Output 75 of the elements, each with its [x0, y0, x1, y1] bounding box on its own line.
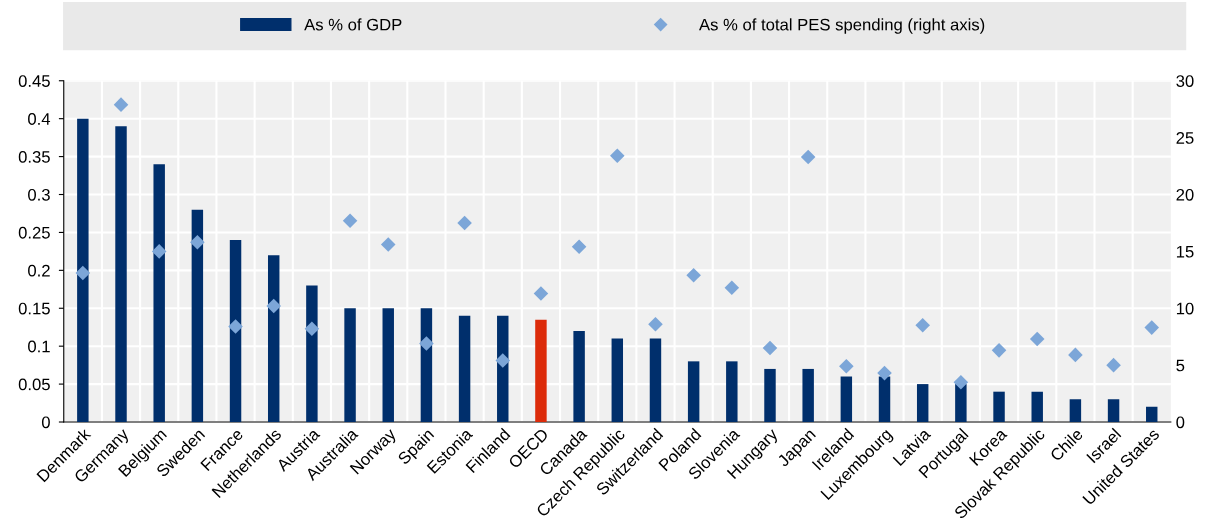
- point: [419, 336, 434, 351]
- point: [724, 280, 740, 296]
- point: [75, 265, 91, 281]
- y-tick-label: 0.1: [28, 340, 50, 353]
- point: [1029, 331, 1045, 347]
- y-tick-label: 0.45: [18, 75, 50, 87]
- point: [1106, 357, 1121, 373]
- bar: [611, 338, 624, 423]
- point: [151, 244, 167, 259]
- bar: [916, 384, 929, 423]
- bar: [955, 384, 967, 423]
- bar: [191, 209, 204, 423]
- point: [839, 358, 854, 374]
- bar: [687, 361, 700, 423]
- point: [457, 215, 472, 231]
- point: [342, 213, 358, 228]
- y2-tick-label: 5: [1176, 359, 1185, 372]
- bar: [1031, 391, 1043, 423]
- legend-label: As % of total PES spending (right axis): [699, 18, 985, 34]
- point: [1144, 320, 1160, 335]
- bar: [344, 308, 356, 423]
- point: [533, 286, 549, 301]
- bar: [802, 368, 814, 423]
- y-tick-label: 0.25: [18, 226, 50, 239]
- y-tick-label: 0.2: [28, 264, 50, 277]
- point: [648, 316, 663, 332]
- bar: [993, 391, 1005, 423]
- point: [380, 237, 396, 252]
- y-tick-label: 0.35: [18, 150, 50, 163]
- y2-tick-label: 25: [1176, 132, 1194, 144]
- point: [304, 321, 320, 337]
- bar: [878, 376, 891, 423]
- y2-tick-label: 0: [1176, 416, 1185, 429]
- y-tick-label: 0.15: [18, 302, 50, 315]
- bar: [382, 308, 394, 423]
- bar: [649, 338, 662, 423]
- bar: [458, 315, 471, 423]
- bar: [573, 331, 585, 423]
- bar: [1069, 399, 1082, 423]
- y2-tick-label: 20: [1176, 188, 1194, 201]
- point: [190, 235, 205, 250]
- y-tick-label: 0.3: [28, 188, 50, 201]
- point: [953, 374, 969, 390]
- bar: [1107, 399, 1120, 423]
- bar: [840, 376, 853, 423]
- point: [686, 267, 701, 283]
- bar: [306, 285, 318, 423]
- bar: [77, 118, 89, 423]
- y-tick-label: 0.05: [18, 378, 50, 391]
- point: [762, 340, 778, 356]
- point: [877, 365, 892, 381]
- y-tick-label: 0: [41, 416, 50, 429]
- point: [1068, 347, 1083, 363]
- point: [571, 239, 587, 255]
- bar: [764, 368, 776, 423]
- point: [113, 97, 129, 112]
- point: [800, 149, 816, 165]
- bar: [1146, 406, 1158, 423]
- y2-tick-label: 30: [1176, 75, 1194, 87]
- y2-tick-label: 15: [1176, 245, 1194, 258]
- bar: [267, 255, 280, 423]
- point: [610, 148, 625, 164]
- bar: [726, 361, 738, 423]
- bar: [115, 126, 127, 423]
- bar: [535, 319, 547, 423]
- point: [495, 353, 511, 368]
- point: [266, 298, 281, 314]
- point: [915, 318, 930, 333]
- point: [228, 319, 243, 334]
- legend-label: As % of GDP: [304, 18, 402, 31]
- y-tick-label: 0.4: [28, 113, 51, 125]
- bar: [153, 164, 165, 423]
- y2-tick-label: 10: [1176, 302, 1194, 315]
- point: [991, 343, 1007, 358]
- bar: [229, 240, 242, 423]
